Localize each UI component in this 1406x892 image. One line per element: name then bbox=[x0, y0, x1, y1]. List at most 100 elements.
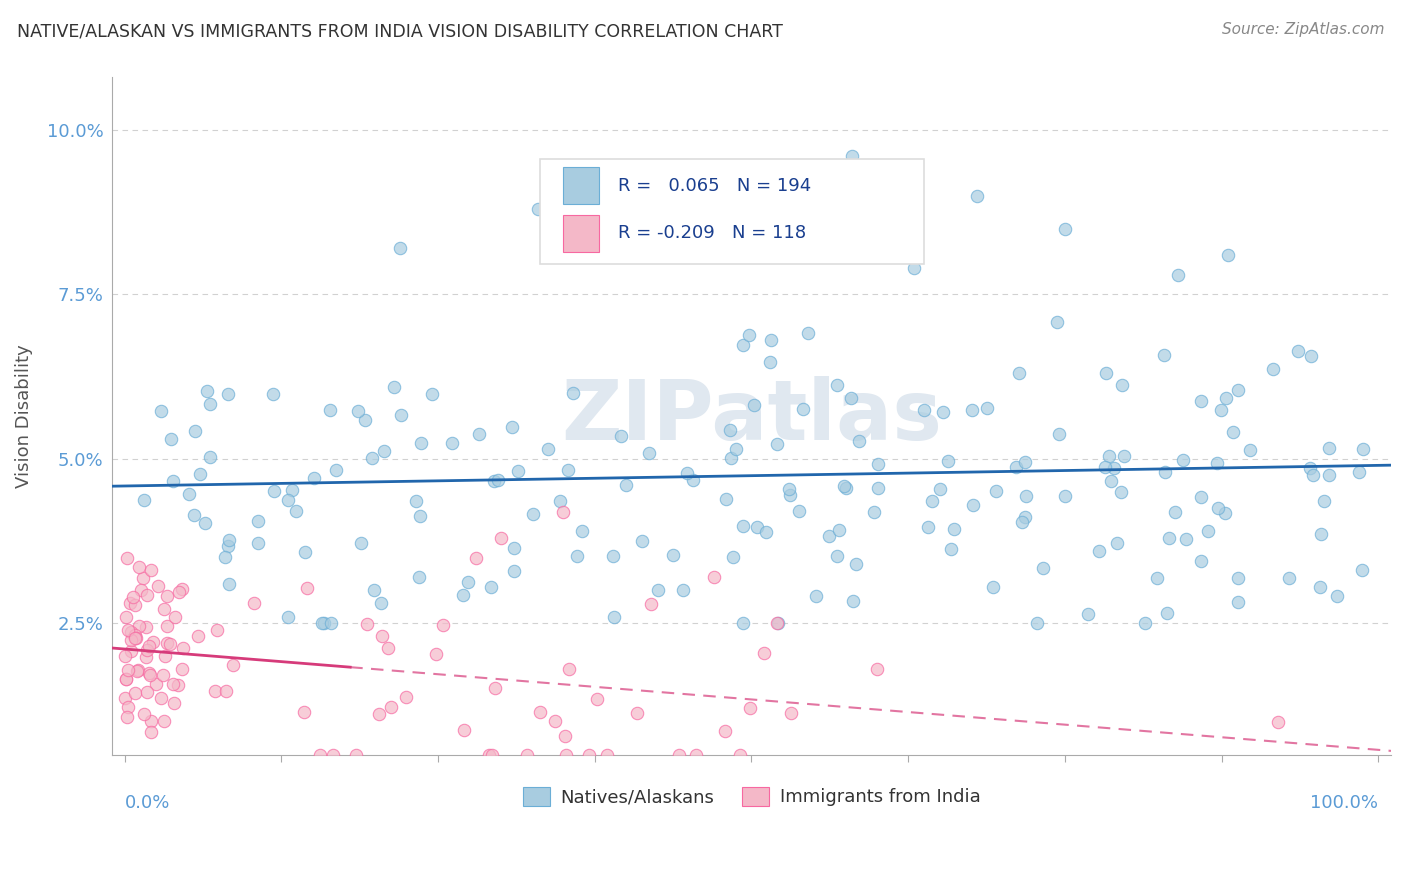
Point bbox=[139, 563, 162, 577]
Point bbox=[125, 632, 148, 646]
Point bbox=[153, 649, 176, 664]
Point bbox=[842, 593, 865, 607]
Point bbox=[1156, 607, 1178, 621]
Point bbox=[139, 725, 162, 739]
Point bbox=[665, 221, 688, 235]
Point bbox=[370, 596, 392, 610]
Point bbox=[866, 458, 889, 472]
Point bbox=[752, 646, 775, 660]
Point bbox=[676, 467, 699, 481]
Point bbox=[1014, 455, 1036, 469]
Point bbox=[548, 493, 571, 508]
Point bbox=[311, 616, 333, 631]
Point bbox=[595, 747, 617, 762]
Point bbox=[1107, 536, 1129, 550]
Point bbox=[921, 493, 943, 508]
Point bbox=[724, 442, 747, 456]
Point bbox=[1109, 484, 1132, 499]
Bar bbox=[564, 215, 599, 252]
Point bbox=[939, 542, 962, 557]
Point bbox=[1226, 384, 1249, 398]
Point bbox=[558, 662, 581, 676]
Point bbox=[489, 531, 512, 545]
Point bbox=[215, 684, 238, 698]
Point bbox=[866, 662, 889, 676]
Point bbox=[738, 701, 761, 715]
Point bbox=[1008, 366, 1031, 380]
Point bbox=[787, 504, 810, 518]
Point bbox=[361, 450, 384, 465]
Point bbox=[127, 664, 149, 678]
Point bbox=[1025, 616, 1047, 631]
Point bbox=[432, 617, 454, 632]
Point bbox=[766, 616, 789, 631]
Point bbox=[903, 261, 925, 276]
Point bbox=[917, 520, 939, 534]
Point bbox=[1211, 403, 1233, 417]
Point bbox=[1353, 442, 1375, 457]
Point bbox=[527, 202, 550, 216]
Point bbox=[778, 483, 800, 497]
Point bbox=[425, 647, 447, 661]
Point bbox=[302, 471, 325, 485]
Point bbox=[1310, 526, 1333, 541]
Point bbox=[294, 545, 316, 559]
Point bbox=[912, 403, 935, 417]
Point bbox=[1099, 474, 1122, 488]
Point bbox=[848, 434, 870, 448]
Point bbox=[170, 582, 193, 597]
Point bbox=[165, 610, 187, 624]
Point bbox=[172, 662, 194, 676]
Point bbox=[755, 524, 778, 539]
Point bbox=[553, 504, 575, 518]
Point bbox=[501, 419, 523, 434]
Point bbox=[114, 649, 136, 664]
Point bbox=[1031, 561, 1053, 575]
Point bbox=[1153, 465, 1175, 479]
Point bbox=[1054, 489, 1077, 503]
Point bbox=[183, 508, 205, 523]
Point bbox=[115, 710, 138, 724]
Text: Source: ZipAtlas.com: Source: ZipAtlas.com bbox=[1222, 22, 1385, 37]
Point bbox=[1309, 580, 1331, 594]
Point bbox=[714, 724, 737, 739]
Point bbox=[457, 574, 479, 589]
Point bbox=[363, 583, 385, 598]
Point bbox=[862, 506, 884, 520]
Point bbox=[1215, 391, 1237, 405]
Point bbox=[395, 690, 418, 704]
Point bbox=[198, 397, 221, 411]
Point bbox=[243, 596, 266, 610]
Point bbox=[1157, 531, 1180, 545]
Point bbox=[1267, 714, 1289, 729]
Point bbox=[731, 519, 754, 533]
Point bbox=[703, 570, 725, 584]
Point bbox=[554, 729, 576, 743]
Point bbox=[124, 599, 146, 613]
Point bbox=[188, 467, 211, 482]
Point bbox=[1046, 315, 1069, 329]
Point bbox=[1213, 507, 1236, 521]
Point bbox=[1011, 515, 1033, 529]
Point bbox=[544, 714, 567, 728]
Point bbox=[1278, 571, 1301, 585]
Point bbox=[825, 378, 848, 392]
Point bbox=[1191, 554, 1213, 568]
Point bbox=[148, 579, 170, 593]
Point bbox=[1047, 426, 1070, 441]
Point bbox=[159, 637, 181, 651]
Point bbox=[135, 685, 157, 699]
Point bbox=[960, 402, 983, 417]
Point bbox=[1347, 465, 1369, 479]
Point bbox=[1077, 607, 1099, 621]
Bar bbox=[564, 167, 599, 204]
Point bbox=[214, 549, 236, 564]
Point bbox=[292, 705, 315, 719]
Point bbox=[156, 618, 179, 632]
Point bbox=[792, 401, 814, 416]
Point bbox=[1098, 450, 1121, 464]
Point bbox=[129, 583, 152, 598]
FancyBboxPatch shape bbox=[540, 159, 924, 264]
Point bbox=[1239, 443, 1261, 458]
Point bbox=[506, 465, 529, 479]
